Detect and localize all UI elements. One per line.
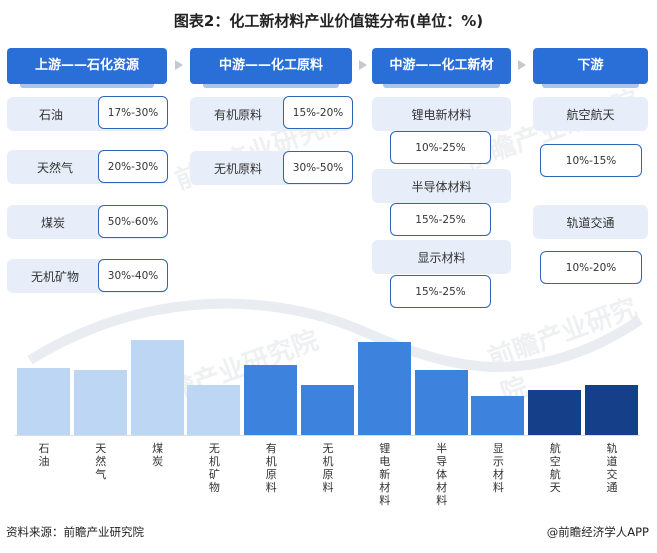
midstream-new-item-name: 显示材料 [417, 250, 466, 265]
downstream-item-name: 航空航天 [566, 107, 615, 122]
upstream-item-name: 石油 [39, 107, 64, 122]
upstream-item-range: 17%-30% [98, 96, 168, 129]
midstream-raw-item-name: 有机原料 [214, 107, 263, 122]
x-tick-label: 有机原料 [265, 442, 277, 494]
upstream-item-name: 无机矿物 [31, 269, 80, 284]
bar-半导体材料 [414, 370, 468, 435]
arrow-right-icon [518, 60, 526, 70]
midstream-raw-item-name: 无机原料 [214, 161, 263, 176]
brand-credit: @前瞻经济学人APP [546, 525, 649, 539]
x-tick-label: 半导体材料 [436, 442, 448, 507]
midstream-raw-item-range: 30%-50% [283, 151, 353, 184]
midstream-new-item-name: 半导体材料 [411, 179, 472, 194]
downstream-item-range: 10%-20% [540, 251, 642, 284]
arrow-right-icon [175, 60, 183, 70]
chart-title: 图表2：化工新材料产业价值链分布(单位：%) [173, 12, 484, 30]
downstream-item: 航空航天 [533, 97, 648, 131]
bar-显示材料 [471, 396, 525, 435]
x-tick-label: 轨道交通 [606, 442, 618, 494]
bar-煤炭 [130, 340, 184, 435]
upstream-item-name: 天然气 [37, 160, 74, 175]
stage-downstream-header: 下游 [533, 48, 648, 88]
midstream-new-item-name: 锂电新材料 [411, 107, 472, 122]
bar-航空航天 [528, 390, 582, 435]
x-tick-label: 石油 [38, 442, 50, 468]
upstream-item-name: 煤炭 [41, 215, 66, 230]
x-tick-label: 无机矿物 [208, 442, 220, 494]
x-tick-label: 显示材料 [492, 442, 504, 494]
bar-有机原料 [244, 365, 298, 435]
x-tick-label: 煤炭 [152, 442, 164, 468]
x-tick-label: 无机原料 [322, 442, 334, 494]
stage-upstream-header: 上游——石化资源 [7, 48, 167, 88]
stage-midstream-raw-header: 中游——化工原料 [190, 48, 352, 88]
midstream-new-item: 显示材料 [372, 240, 511, 274]
x-tick-label: 天然气 [95, 442, 107, 481]
midstream-new-item-range: 15%-25% [390, 203, 491, 236]
midstream-new-item: 半导体材料 [372, 169, 511, 203]
x-tick-label: 锂电新材料 [379, 442, 391, 507]
upstream-item-range: 20%-30% [98, 150, 168, 183]
bar-无机原料 [301, 385, 354, 435]
chart-baseline [15, 435, 640, 436]
source-note: 资料来源：前瞻产业研究院 [6, 525, 144, 539]
bar-天然气 [73, 370, 127, 435]
downstream-item: 轨道交通 [533, 205, 648, 239]
downstream-item-name: 轨道交通 [566, 215, 615, 230]
bar-无机矿物 [187, 385, 241, 435]
midstream-new-item-range: 15%-25% [390, 275, 491, 308]
bar-轨道交通 [585, 385, 638, 435]
midstream-new-item-range: 10%-25% [390, 131, 491, 164]
background-curve [27, 298, 643, 372]
bar-石油 [17, 368, 70, 435]
stage-midstream-new-header: 中游——化工新材 [372, 48, 511, 88]
bar-锂电新材料 [357, 342, 411, 435]
midstream-raw-item-range: 15%-20% [283, 96, 353, 129]
x-tick-label: 航空航天 [549, 442, 561, 494]
arrow-right-icon [359, 60, 367, 70]
midstream-new-item: 锂电新材料 [372, 97, 511, 131]
downstream-item-range: 10%-15% [540, 144, 642, 177]
upstream-item-range: 30%-40% [98, 259, 168, 292]
upstream-item-range: 50%-60% [98, 205, 168, 238]
